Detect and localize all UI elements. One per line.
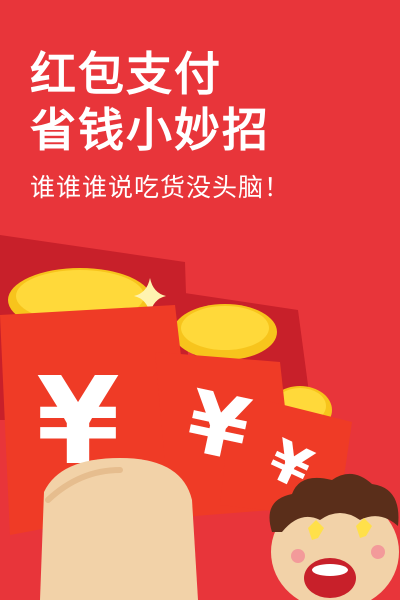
headline-line-1: 红包支付 [30,47,222,101]
poster-subtitle: 谁谁谁说吃货没头脑！ [30,173,291,202]
gold-coin-middle-highlight [181,306,269,350]
cartoon-character-icon [269,473,399,600]
sparkle-icon [134,278,166,314]
headline-line-2: 省钱小妙招 [30,103,270,157]
poster-headline: 红包支付 省钱小妙招 [30,46,270,158]
hand-icon [40,458,198,600]
